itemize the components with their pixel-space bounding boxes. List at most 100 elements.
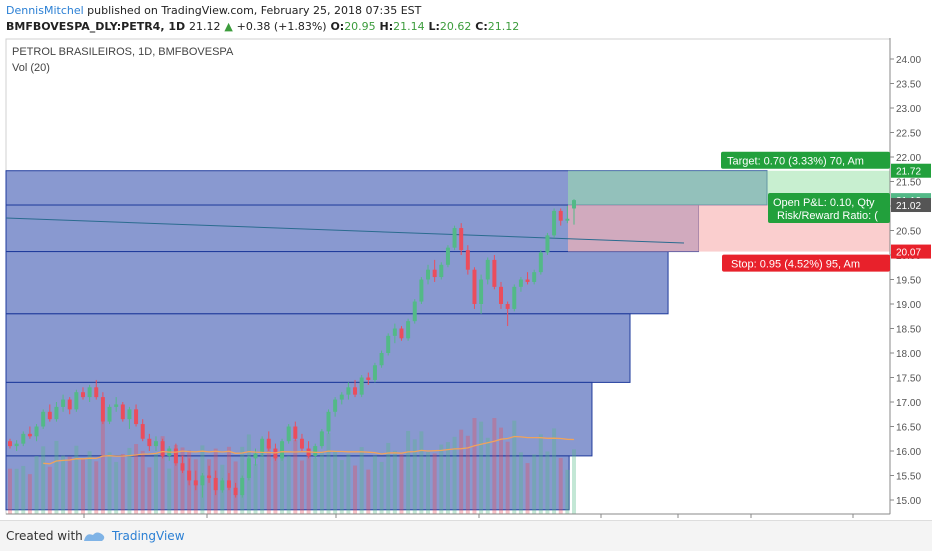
footer: Created with TradingView [0, 520, 932, 551]
volume-bar [518, 452, 523, 514]
candle-body [280, 441, 285, 459]
candle-body [512, 286, 517, 309]
volume-bar [87, 451, 92, 514]
volume-bar [147, 467, 152, 514]
candle-body [153, 441, 158, 447]
volume-bar [67, 456, 72, 514]
volume-bar [207, 459, 212, 514]
price-tick-label: 19.00 [896, 300, 921, 311]
volume-bar [353, 465, 358, 514]
author-link[interactable]: DennisMitchel [6, 4, 84, 17]
volume-bar [485, 437, 490, 514]
volume-bar [512, 420, 517, 514]
candle-body [392, 328, 397, 336]
volume-bar [372, 455, 377, 514]
publish-line: DennisMitchel published on TradingView.c… [6, 4, 421, 17]
volume-bar [293, 439, 298, 514]
volume-bar [552, 428, 557, 514]
candle-body [518, 279, 523, 287]
candle-body [505, 304, 510, 309]
candle-body [432, 269, 437, 278]
price-chart[interactable]: 15.00 15.50 16.00 16.50 17.00 17.50 18.00 18.50… [0, 38, 932, 520]
price-change: +0.38 (+1.83%) [236, 20, 327, 33]
candle-body [67, 399, 72, 410]
position-labels: Target: 0.70 (3.33%) 70, Am Stop: 0.95 (4… [721, 151, 890, 272]
volume-bar [412, 439, 417, 514]
price-tick-label: 19.50 [896, 276, 921, 287]
change-arrow-icon: ▲ [224, 20, 233, 33]
descending-trend-line [5, 217, 685, 244]
volume-bar [280, 444, 285, 514]
chart-header: DennisMitchel published on TradingView.c… [0, 0, 932, 38]
open-value: 20.95 [344, 20, 376, 33]
candle-body [452, 228, 457, 248]
candle-body [492, 259, 497, 287]
price-tick-label: 23.00 [896, 104, 921, 115]
candle-body [213, 477, 218, 491]
volume-bar [74, 445, 79, 514]
volume-bar [339, 460, 344, 514]
candle-body [293, 426, 298, 439]
volume-bar [499, 427, 504, 514]
candle-body [260, 438, 265, 454]
volume-bar [266, 445, 271, 514]
price-tick-label: 24.00 [896, 55, 921, 66]
candle-body [266, 438, 271, 449]
volume-bar [286, 455, 291, 514]
volume-bar [14, 468, 19, 514]
target-label: Target: 0.70 (3.33%) 70, Am [727, 156, 864, 168]
candle-body [94, 387, 99, 398]
price-tick-label: 22.00 [896, 153, 921, 164]
candle-body [87, 387, 92, 398]
last-price: 21.12 [188, 20, 221, 33]
volume-bar [432, 453, 437, 514]
symbol-name: BMFBOVESPA_DLY:PETR4, 1D [6, 20, 186, 33]
candle-body [319, 431, 324, 447]
price-tick-label: 15.50 [896, 472, 921, 483]
volume-bar [333, 451, 338, 514]
candle-body [558, 210, 563, 221]
volume-bar [538, 434, 543, 514]
candle-body [379, 353, 384, 366]
candle-body [246, 458, 251, 478]
price-tag-label-target: 21.72 [896, 167, 921, 178]
candle-body [27, 433, 32, 437]
low-value: 20.62 [439, 20, 472, 33]
candle-body [326, 411, 331, 432]
volume-bar [47, 466, 52, 514]
volume-bar [459, 429, 464, 514]
candle-body [173, 448, 178, 464]
candle-body [34, 426, 39, 437]
price-tick-label: 22.50 [896, 129, 921, 140]
candle-body [253, 453, 258, 459]
candle-body [107, 406, 112, 422]
candle-body [459, 228, 464, 251]
candle-body [147, 438, 152, 447]
volume-bar [366, 469, 371, 514]
volume-bar [392, 450, 397, 514]
candle-body [353, 387, 358, 395]
candle-body [386, 335, 391, 353]
candle-body [180, 463, 185, 471]
volume-bar [41, 446, 46, 514]
candle-body [419, 279, 424, 302]
candle-body [220, 480, 225, 491]
candle-body [439, 264, 444, 278]
chart-subtitle: Vol (20) [12, 62, 50, 74]
candle-body [114, 404, 119, 407]
volume-bar [439, 444, 444, 514]
candle-body [187, 470, 192, 481]
price-tick-label: 18.00 [896, 349, 921, 360]
volume-bar [545, 451, 550, 514]
candle-body [525, 279, 530, 282]
volume-bar [359, 447, 364, 514]
volume-bar [107, 452, 112, 514]
candle-body [80, 392, 85, 398]
volume-bar [386, 442, 391, 514]
tradingview-link[interactable]: TradingView [112, 529, 185, 543]
volume-bar [61, 455, 66, 514]
volume-bar [319, 452, 324, 514]
candle-body [412, 301, 417, 322]
volume-profile-row [5, 251, 669, 315]
candle-body [54, 406, 59, 420]
